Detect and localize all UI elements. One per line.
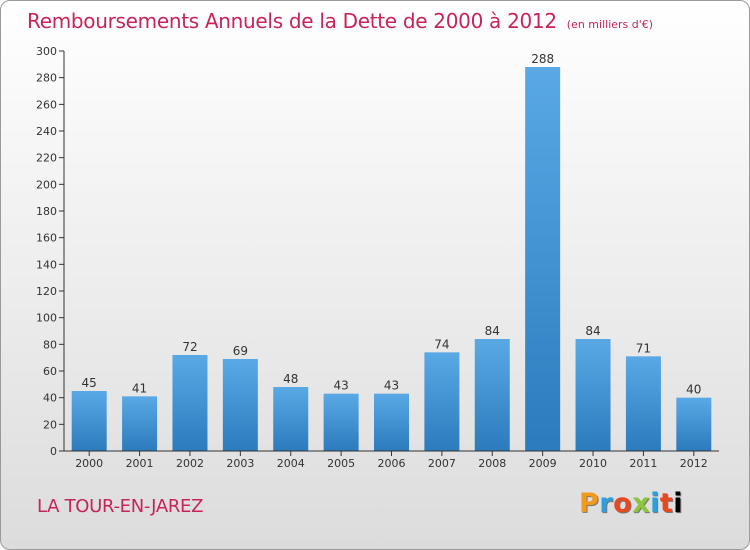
x-tick-label: 2007: [428, 457, 456, 470]
x-tick-label: 2009: [529, 457, 557, 470]
bar-2006: [374, 393, 409, 451]
x-tick-label: 2004: [277, 457, 305, 470]
x-tick-label: 2001: [126, 457, 154, 470]
bar-2009: [525, 67, 561, 451]
bar-value-label: 74: [434, 337, 449, 351]
logo-letter: t: [659, 488, 674, 519]
y-tick-label: 100: [36, 312, 57, 325]
bar-value-label: 40: [686, 383, 701, 397]
chart-title: Remboursements Annuels de la Dette de 20…: [27, 9, 653, 33]
x-tick-label: 2006: [378, 457, 406, 470]
logo-letter: i: [673, 488, 684, 519]
logo-letter: P: [579, 488, 600, 519]
x-axis: 2000 2001 2002 2003 2004 2005 2006 2007 2008 2009…: [64, 450, 719, 470]
y-axis: 0 20 40 60 80 100 120 140 160 180 200 220 240 260 280 3…: [36, 45, 65, 458]
bar-value-label: 84: [485, 324, 500, 338]
bar-value-label: 71: [636, 341, 651, 355]
bar-value-label: 45: [82, 376, 97, 390]
x-tick-label: 2012: [680, 457, 708, 470]
y-tick-label: 160: [36, 232, 57, 245]
bar-value-label: 43: [333, 379, 348, 393]
bar-2008: [474, 339, 510, 451]
bar-2007: [424, 352, 460, 451]
bar-2010: [575, 339, 611, 451]
commune-name: LA TOUR-EN-JAREZ: [37, 496, 204, 517]
chart-subtitle: (en milliers d'€): [566, 18, 654, 31]
bar-2000: [71, 391, 107, 451]
y-tick-label: 220: [36, 152, 57, 165]
logo-letter: i: [650, 488, 660, 519]
y-tick-label: 200: [36, 178, 57, 191]
y-tick-label: 0: [50, 445, 57, 458]
y-tick-label: 280: [36, 72, 57, 85]
y-tick-label: 60: [43, 365, 57, 378]
logo-letter: o: [613, 488, 633, 519]
logo-letter: x: [632, 488, 651, 519]
bar-2005: [323, 393, 359, 451]
x-tick-label: 2005: [327, 457, 355, 470]
y-tick-label: 20: [43, 418, 57, 431]
bar-value-label: 43: [384, 379, 399, 393]
bar-2002: [172, 355, 208, 451]
proxiti-logo[interactable]: Proxiti: [579, 488, 683, 519]
bar-value-label: 48: [283, 372, 298, 386]
y-tick-label: 40: [43, 392, 57, 405]
bar-value-label: 288: [531, 52, 554, 66]
x-tick-label: 2002: [176, 457, 204, 470]
x-tick-label: 2000: [75, 457, 103, 470]
y-tick-label: 80: [43, 338, 57, 351]
bar-2003: [222, 359, 258, 451]
x-tick-label: 2010: [579, 457, 607, 470]
y-tick-label: 140: [36, 258, 57, 271]
y-tick-label: 120: [36, 285, 57, 298]
x-tick-label: 2008: [478, 457, 506, 470]
bar-2011: [625, 356, 661, 451]
bar-value-label: 41: [132, 381, 147, 395]
y-tick-label: 260: [36, 98, 57, 111]
y-tick-label: 300: [36, 45, 57, 58]
chart-title-text: Remboursements Annuels de la Dette de 20…: [27, 9, 557, 33]
bar-value-label: 84: [585, 324, 600, 338]
bar-2001: [122, 396, 158, 451]
x-tick-label: 2003: [226, 457, 254, 470]
x-tick-label: 2011: [629, 457, 657, 470]
bar-2004: [273, 387, 309, 451]
bars: 45 41 72 69 48 43 43 74 84 288 84 71 40: [71, 52, 712, 451]
y-tick-label: 240: [36, 125, 57, 138]
bar-value-label: 69: [233, 344, 248, 358]
bar-2012: [676, 397, 712, 451]
logo-letter: r: [599, 488, 614, 519]
y-tick-label: 180: [36, 205, 57, 218]
bar-value-label: 72: [182, 340, 197, 354]
